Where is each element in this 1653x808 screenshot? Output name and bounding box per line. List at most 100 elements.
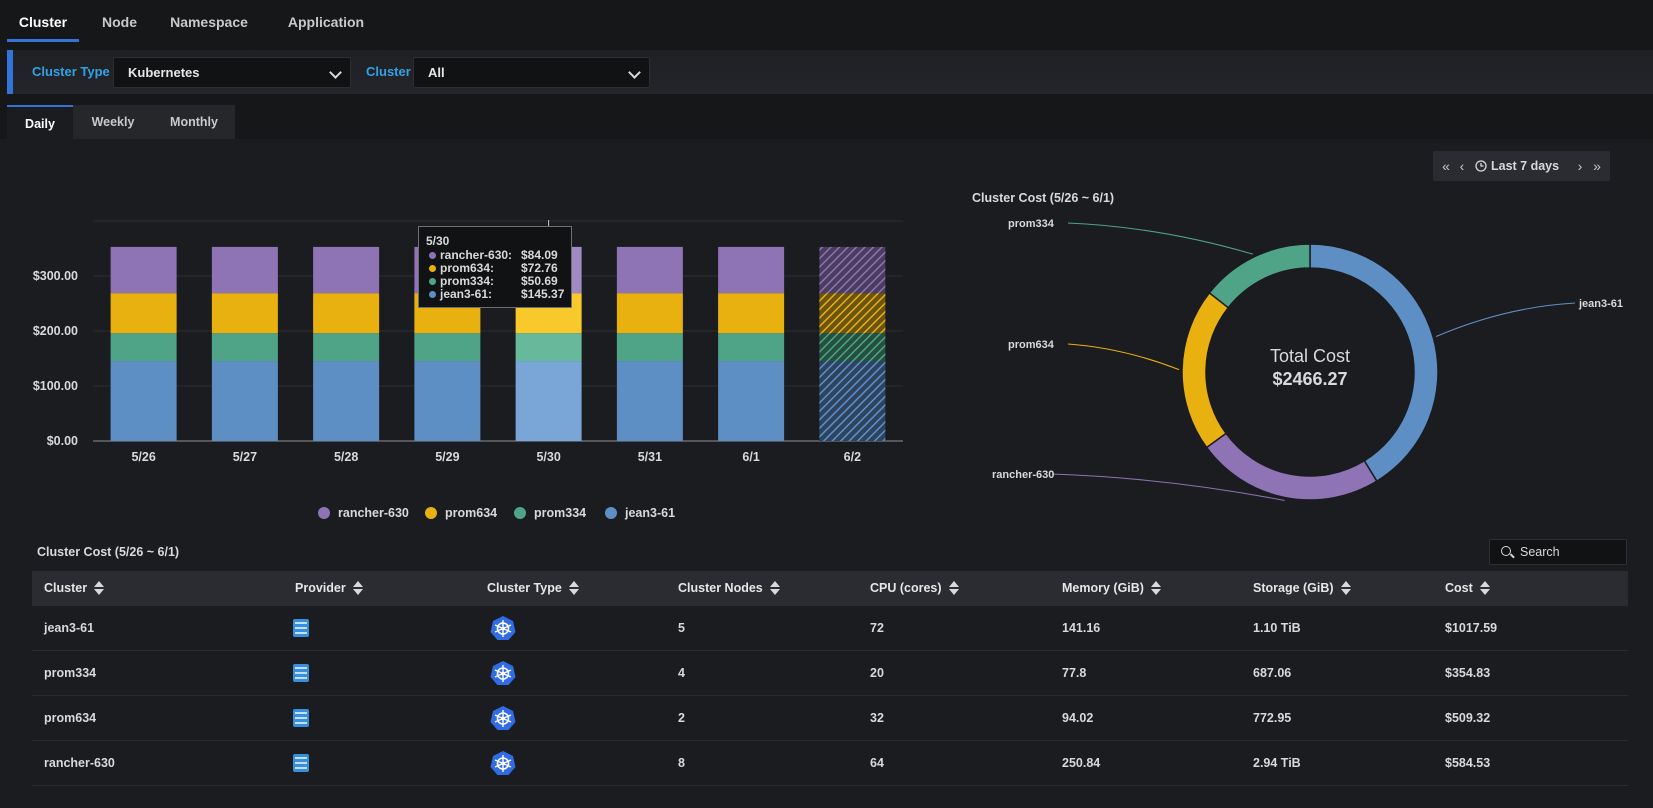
cell-cost: $509.32: [1445, 711, 1491, 725]
bar-segment-prom334[interactable]: [211, 333, 278, 362]
tooltip-series-value: $145.37: [521, 287, 565, 301]
sort-icon: [352, 580, 363, 595]
cell-memory: 77.8: [1062, 666, 1087, 680]
bar-segment-prom334[interactable]: [718, 333, 785, 362]
cell-storage: 1.10 TiB: [1253, 621, 1301, 635]
cell-cpu: 20: [870, 666, 884, 680]
bar-segment-rancher-630[interactable]: [819, 246, 886, 294]
tab-cluster[interactable]: Cluster: [7, 0, 79, 42]
search-icon: [1501, 546, 1511, 556]
sort-icon: [1479, 580, 1490, 595]
column-cluster[interactable]: Cluster: [44, 571, 105, 606]
cell-cluster: rancher-630: [44, 756, 115, 770]
sort-icon: [1340, 580, 1351, 595]
bar-segment-prom334[interactable]: [313, 333, 380, 362]
cell-storage: 687.06: [1253, 666, 1292, 680]
donut-slice-label: jean3-61: [1578, 298, 1623, 310]
table-row[interactable]: prom334 4 20 77.8 687.06 $354.83: [32, 651, 1628, 696]
legend-prom634[interactable]: prom634: [425, 504, 497, 522]
column-cluster-type[interactable]: Cluster Type: [487, 571, 579, 606]
legend-dot: [514, 507, 526, 519]
column-provider[interactable]: Provider: [295, 571, 363, 606]
cell-cpu: 64: [870, 756, 884, 770]
bar-segment-prom634[interactable]: [616, 293, 683, 334]
bar-segment-jean3-61[interactable]: [616, 361, 683, 441]
column-label: Cluster Nodes: [678, 581, 763, 595]
bar-segment-jean3-61[interactable]: [718, 361, 785, 441]
bar-segment-jean3-61[interactable]: [313, 361, 380, 441]
bar-segment-rancher-630[interactable]: [718, 246, 785, 294]
bar-segment-prom634[interactable]: [110, 293, 177, 334]
cluster-type-label: Cluster Type: [32, 64, 110, 79]
column-cpu[interactable]: CPU (cores): [870, 571, 959, 606]
bar-segment-jean3-61[interactable]: [211, 361, 278, 441]
bar-segment-prom634[interactable]: [718, 293, 785, 334]
bar-segment-jean3-61[interactable]: [515, 361, 582, 441]
bar-segment-prom334[interactable]: [616, 333, 683, 362]
bar-segment-jean3-61[interactable]: [819, 361, 886, 441]
tab-node[interactable]: Node: [102, 14, 137, 30]
donut-slice-prom634[interactable]: [1181, 291, 1230, 449]
y-tick-label: $200.00: [33, 324, 78, 338]
x-tick-label: 5/26: [131, 450, 155, 464]
callout-line: [1435, 302, 1576, 337]
column-cost[interactable]: Cost: [1445, 571, 1490, 606]
bar-segment-rancher-630[interactable]: [313, 246, 380, 294]
column-memory[interactable]: Memory (GiB): [1062, 571, 1161, 606]
sort-icon: [769, 580, 780, 595]
table-row[interactable]: prom634 2 32 94.02 772.95 $509.32: [32, 696, 1628, 741]
bar-segment-prom634[interactable]: [819, 293, 886, 334]
date-range-label[interactable]: Last 7 days: [1491, 159, 1560, 173]
column-label: Storage (GiB): [1253, 581, 1334, 595]
bar-segment-prom334[interactable]: [414, 333, 481, 362]
bar-segment-prom334[interactable]: [819, 333, 886, 362]
bar-segment-prom634[interactable]: [313, 293, 380, 334]
search-input[interactable]: Search: [1489, 539, 1627, 565]
legend-prom334[interactable]: prom334: [514, 504, 586, 522]
tooltip-series-name: prom634:: [440, 261, 495, 275]
cell-memory: 141.16: [1062, 621, 1101, 635]
cluster-select[interactable]: All: [413, 57, 650, 88]
bar-segment-prom334[interactable]: [515, 333, 582, 362]
bar-segment-prom334[interactable]: [110, 333, 177, 362]
tab-daily[interactable]: Daily: [7, 105, 73, 140]
last-page-icon[interactable]: »: [1593, 158, 1601, 174]
legend-rancher-630[interactable]: rancher-630: [318, 504, 409, 522]
column-cluster-nodes[interactable]: Cluster Nodes: [678, 571, 780, 606]
table-body: jean3-61 5 72 141.16 1.10 TiB $1017.59 prom334…: [32, 606, 1628, 786]
cell-storage: 2.94 TiB: [1253, 756, 1301, 770]
previous-icon[interactable]: ‹: [1459, 158, 1465, 174]
bar-segment-prom634[interactable]: [211, 293, 278, 334]
bar-segment-rancher-630[interactable]: [211, 246, 278, 294]
legend-jean3-61[interactable]: jean3-61: [605, 504, 675, 522]
table-row[interactable]: rancher-630 8 64 250.84 2.94 TiB $584.53: [32, 741, 1628, 786]
tab-application[interactable]: Application: [287, 14, 365, 30]
bar-segment-rancher-630[interactable]: [616, 246, 683, 294]
donut-slice-prom334[interactable]: [1208, 243, 1311, 309]
x-tick-label: 6/2: [844, 450, 861, 464]
tooltip-series-name: jean3-61:: [440, 287, 493, 301]
cell-memory: 94.02: [1062, 711, 1094, 725]
sort-icon: [94, 580, 105, 595]
tab-weekly[interactable]: Weekly: [73, 105, 153, 140]
bar-segment-rancher-630[interactable]: [110, 246, 177, 294]
y-tick-label: $100.00: [33, 379, 78, 393]
tab-monthly[interactable]: Monthly: [153, 105, 235, 140]
cluster-type-select[interactable]: Kubernetes: [113, 57, 351, 88]
donut-center-value: $2466.27: [1272, 369, 1347, 389]
bar-segment-jean3-61[interactable]: [110, 361, 177, 441]
column-label: Cluster Type: [487, 581, 562, 595]
first-page-icon[interactable]: «: [1442, 158, 1450, 174]
table-row[interactable]: jean3-61 5 72 141.16 1.10 TiB $1017.59: [32, 606, 1628, 651]
bar-segment-jean3-61[interactable]: [414, 361, 481, 441]
donut-slice-rancher-630[interactable]: [1205, 432, 1378, 501]
next-icon[interactable]: ›: [1577, 158, 1583, 174]
column-storage[interactable]: Storage (GiB): [1253, 571, 1351, 606]
legend-label: jean3-61: [625, 506, 676, 520]
legend-dot: [429, 291, 436, 298]
cell-cpu: 32: [870, 711, 884, 725]
cell-cluster: prom634: [44, 711, 97, 725]
tooltip-series-value: $72.76: [521, 261, 558, 275]
tab-namespace[interactable]: Namespace: [170, 14, 248, 30]
tooltip-series-value: $50.69: [521, 274, 558, 288]
